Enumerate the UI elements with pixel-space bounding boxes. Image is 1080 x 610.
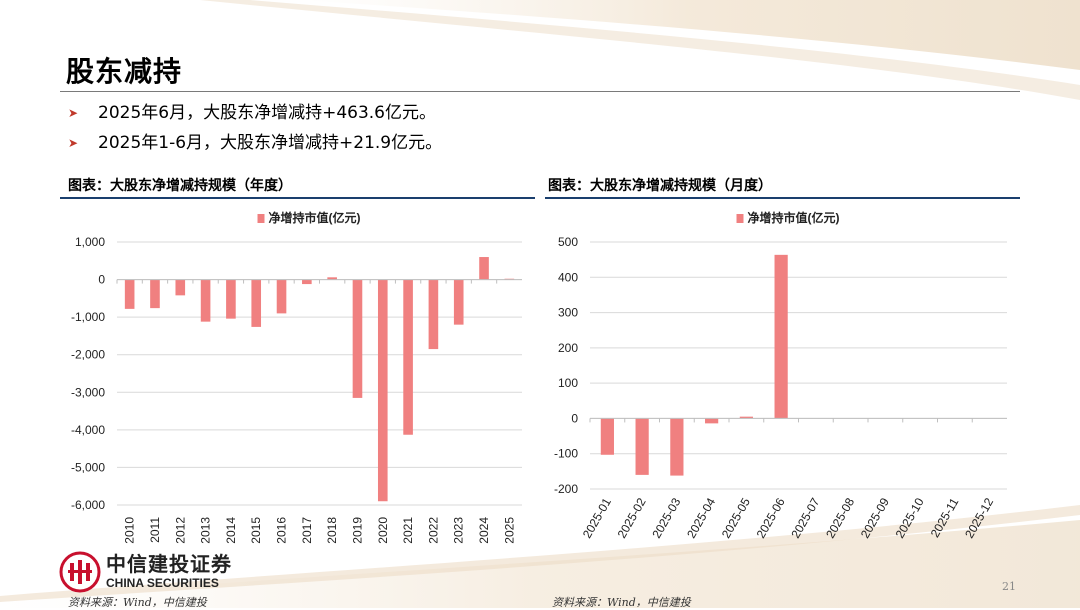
bar-2020: [377, 279, 388, 502]
x-tick-label: 2025-05: [719, 495, 753, 540]
legend-swatch: [736, 214, 744, 223]
chart-legend: 净增持市值(亿元): [736, 210, 840, 225]
bar-2012: [175, 279, 186, 296]
bullet-item: ➤ 2025年1-6月，大股东净增减持+21.9亿元。: [68, 128, 442, 158]
x-tick-label: 2025: [502, 517, 516, 544]
y-tick-label: -6,000: [71, 498, 105, 512]
x-tick-label: 2024: [477, 517, 491, 544]
page-title: 股东减持: [66, 55, 183, 88]
bar-2023: [453, 279, 464, 325]
right-chart-divider: [545, 197, 1020, 199]
bar-2025-01: [600, 418, 614, 455]
x-tick-label: 2025-11: [928, 495, 962, 540]
bullet-text: 2025年1-6月，大股东净增减持+21.9亿元。: [98, 133, 443, 153]
bar-2025-04: [705, 418, 719, 424]
y-tick-label: -4,000: [71, 423, 105, 437]
x-tick-label: 2018: [325, 517, 339, 544]
left-source-note: 资料来源：Wind，中信建投: [68, 596, 207, 609]
x-tick-label: 2025-12: [962, 495, 996, 540]
company-logo: 中信建投证券 CHINA SECURITIES: [58, 548, 248, 596]
bar-2025-03: [670, 418, 684, 476]
x-tick-label: 2012: [173, 517, 187, 544]
x-tick-label: 2016: [275, 517, 289, 544]
x-tick-label: 2025-08: [823, 495, 857, 540]
bar-2017: [302, 279, 312, 285]
bar-2025-05: [739, 416, 753, 419]
bullet-list: ➤ 2025年6月，大股东净增减持+463.6亿元。 ➤ 2025年1-6月，大…: [68, 98, 442, 158]
bar-2021: [403, 279, 413, 435]
x-tick-label: 2021: [401, 517, 415, 544]
x-tick-label: 2025-02: [615, 495, 649, 540]
arrow-bullet-icon: ➤: [68, 106, 79, 120]
legend-label: 净增持市值(亿元): [748, 210, 840, 225]
x-tick-label: 2023: [452, 517, 466, 544]
logo-chinese-name: 中信建投证券: [106, 552, 232, 576]
x-tick-label: 2025-06: [754, 495, 788, 540]
bar-2013: [200, 279, 211, 322]
left-chart-divider: [60, 197, 535, 199]
bullet-item: ➤ 2025年6月，大股东净增减持+463.6亿元。: [68, 98, 442, 128]
y-tick-label: -1,000: [71, 310, 105, 324]
bullet-text: 2025年6月，大股东净增减持+463.6亿元。: [98, 103, 436, 123]
y-tick-label: 300: [558, 306, 578, 320]
y-tick-label: -2,000: [71, 348, 105, 362]
x-tick-label: 2025-10: [893, 495, 927, 540]
x-tick-label: 2010: [123, 517, 137, 544]
bar-2016: [276, 279, 287, 314]
x-tick-label: 2011: [148, 517, 162, 543]
logo-english-name: CHINA SECURITIES: [106, 576, 219, 590]
bar-2024: [479, 257, 489, 280]
y-tick-label: 1,000: [75, 235, 105, 249]
bar-2022: [428, 279, 439, 350]
bar-2019: [352, 279, 363, 398]
x-tick-label: 2017: [300, 517, 314, 544]
y-tick-label: -5,000: [71, 460, 105, 474]
y-tick-label: 500: [558, 235, 578, 249]
x-tick-label: 2025-04: [684, 495, 718, 540]
x-tick-label: 2025-01: [580, 495, 614, 540]
x-tick-label: 2025-03: [649, 495, 683, 540]
x-tick-label: 2019: [350, 517, 364, 544]
x-tick-label: 2015: [249, 517, 263, 544]
y-tick-label: -3,000: [71, 385, 105, 399]
title-divider: [60, 91, 1020, 92]
right-source-note: 资料来源：Wind，中信建投: [552, 596, 691, 609]
bar-2010: [124, 279, 135, 309]
monthly-chart: 净增持市值(亿元) 500 400 300 200 100 0 -100 -2002025-01…: [554, 210, 1007, 541]
y-tick-label: 0: [571, 411, 578, 425]
page-number: 21: [1002, 580, 1016, 593]
arrow-bullet-icon: ➤: [68, 136, 79, 150]
y-tick-label: 100: [558, 376, 578, 390]
legend-label: 净增持市值(亿元): [269, 210, 361, 225]
chart-legend: 净增持市值(亿元): [257, 210, 361, 225]
bar-2025-06: [774, 254, 788, 419]
left-chart-title: 图表：大股东净增减持规模（年度）: [68, 178, 292, 194]
x-tick-label: 2020: [376, 517, 390, 544]
bar-2025-02: [635, 418, 649, 475]
annual-chart: 净增持市值(亿元) 1,000 0 -1,000 -2,000 -3,000 -4,000 -…: [71, 210, 522, 544]
x-tick-label: 2022: [426, 517, 440, 544]
bar-2015: [251, 279, 262, 327]
bar-2014: [226, 279, 236, 319]
y-tick-label: 0: [98, 273, 105, 287]
y-tick-label: -200: [554, 482, 578, 496]
x-tick-label: 2025-09: [858, 495, 892, 540]
y-tick-label: 400: [558, 270, 578, 284]
right-chart-title: 图表：大股东净增减持规模（月度）: [548, 178, 772, 194]
logo-emblem-icon: [59, 551, 101, 593]
x-tick-label: 2014: [224, 517, 238, 544]
bar-2011: [150, 279, 160, 309]
y-tick-label: -100: [554, 447, 578, 461]
legend-swatch: [257, 214, 265, 223]
bar-2018: [327, 277, 337, 280]
x-tick-label: 2013: [199, 517, 213, 544]
y-tick-label: 200: [558, 341, 578, 355]
x-tick-label: 2025-07: [788, 495, 822, 540]
